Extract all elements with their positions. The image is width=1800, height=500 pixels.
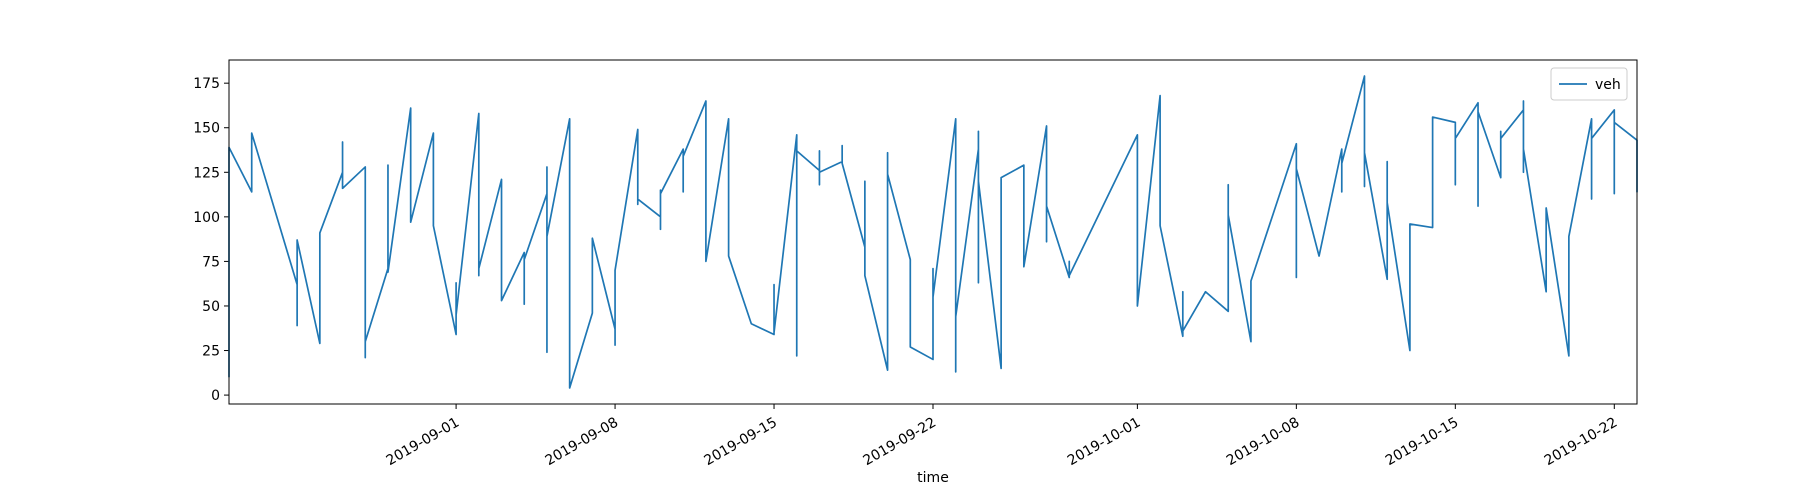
x-tick-label: 2019-10-08 — [1224, 415, 1302, 470]
x-tick-label: 2019-09-08 — [543, 415, 621, 470]
y-tick-label: 125 — [193, 165, 220, 181]
y-tick-label: 150 — [193, 121, 220, 137]
y-tick-label: 25 — [202, 344, 220, 360]
x-tick-label: 2019-10-15 — [1383, 415, 1461, 470]
x-tick-label: 2019-10-01 — [1065, 415, 1143, 470]
legend-label: veh — [1595, 77, 1621, 93]
data-line — [228, 75, 1638, 389]
y-tick-label: 75 — [202, 254, 220, 270]
y-tick-label: 100 — [193, 210, 220, 226]
x-axis-label: time — [917, 470, 949, 486]
x-tick-label: 2019-09-01 — [384, 415, 462, 470]
x-tick-label: 2019-09-22 — [861, 415, 939, 470]
y-tick-label: 175 — [193, 76, 220, 92]
x-tick-label: 2019-09-15 — [702, 415, 780, 470]
plot-frame — [228, 59, 1638, 405]
y-tick-label: 50 — [202, 299, 220, 315]
y-tick-label: 0 — [211, 388, 220, 404]
x-tick-label: 2019-10-22 — [1542, 415, 1620, 470]
legend-box — [1550, 67, 1628, 101]
